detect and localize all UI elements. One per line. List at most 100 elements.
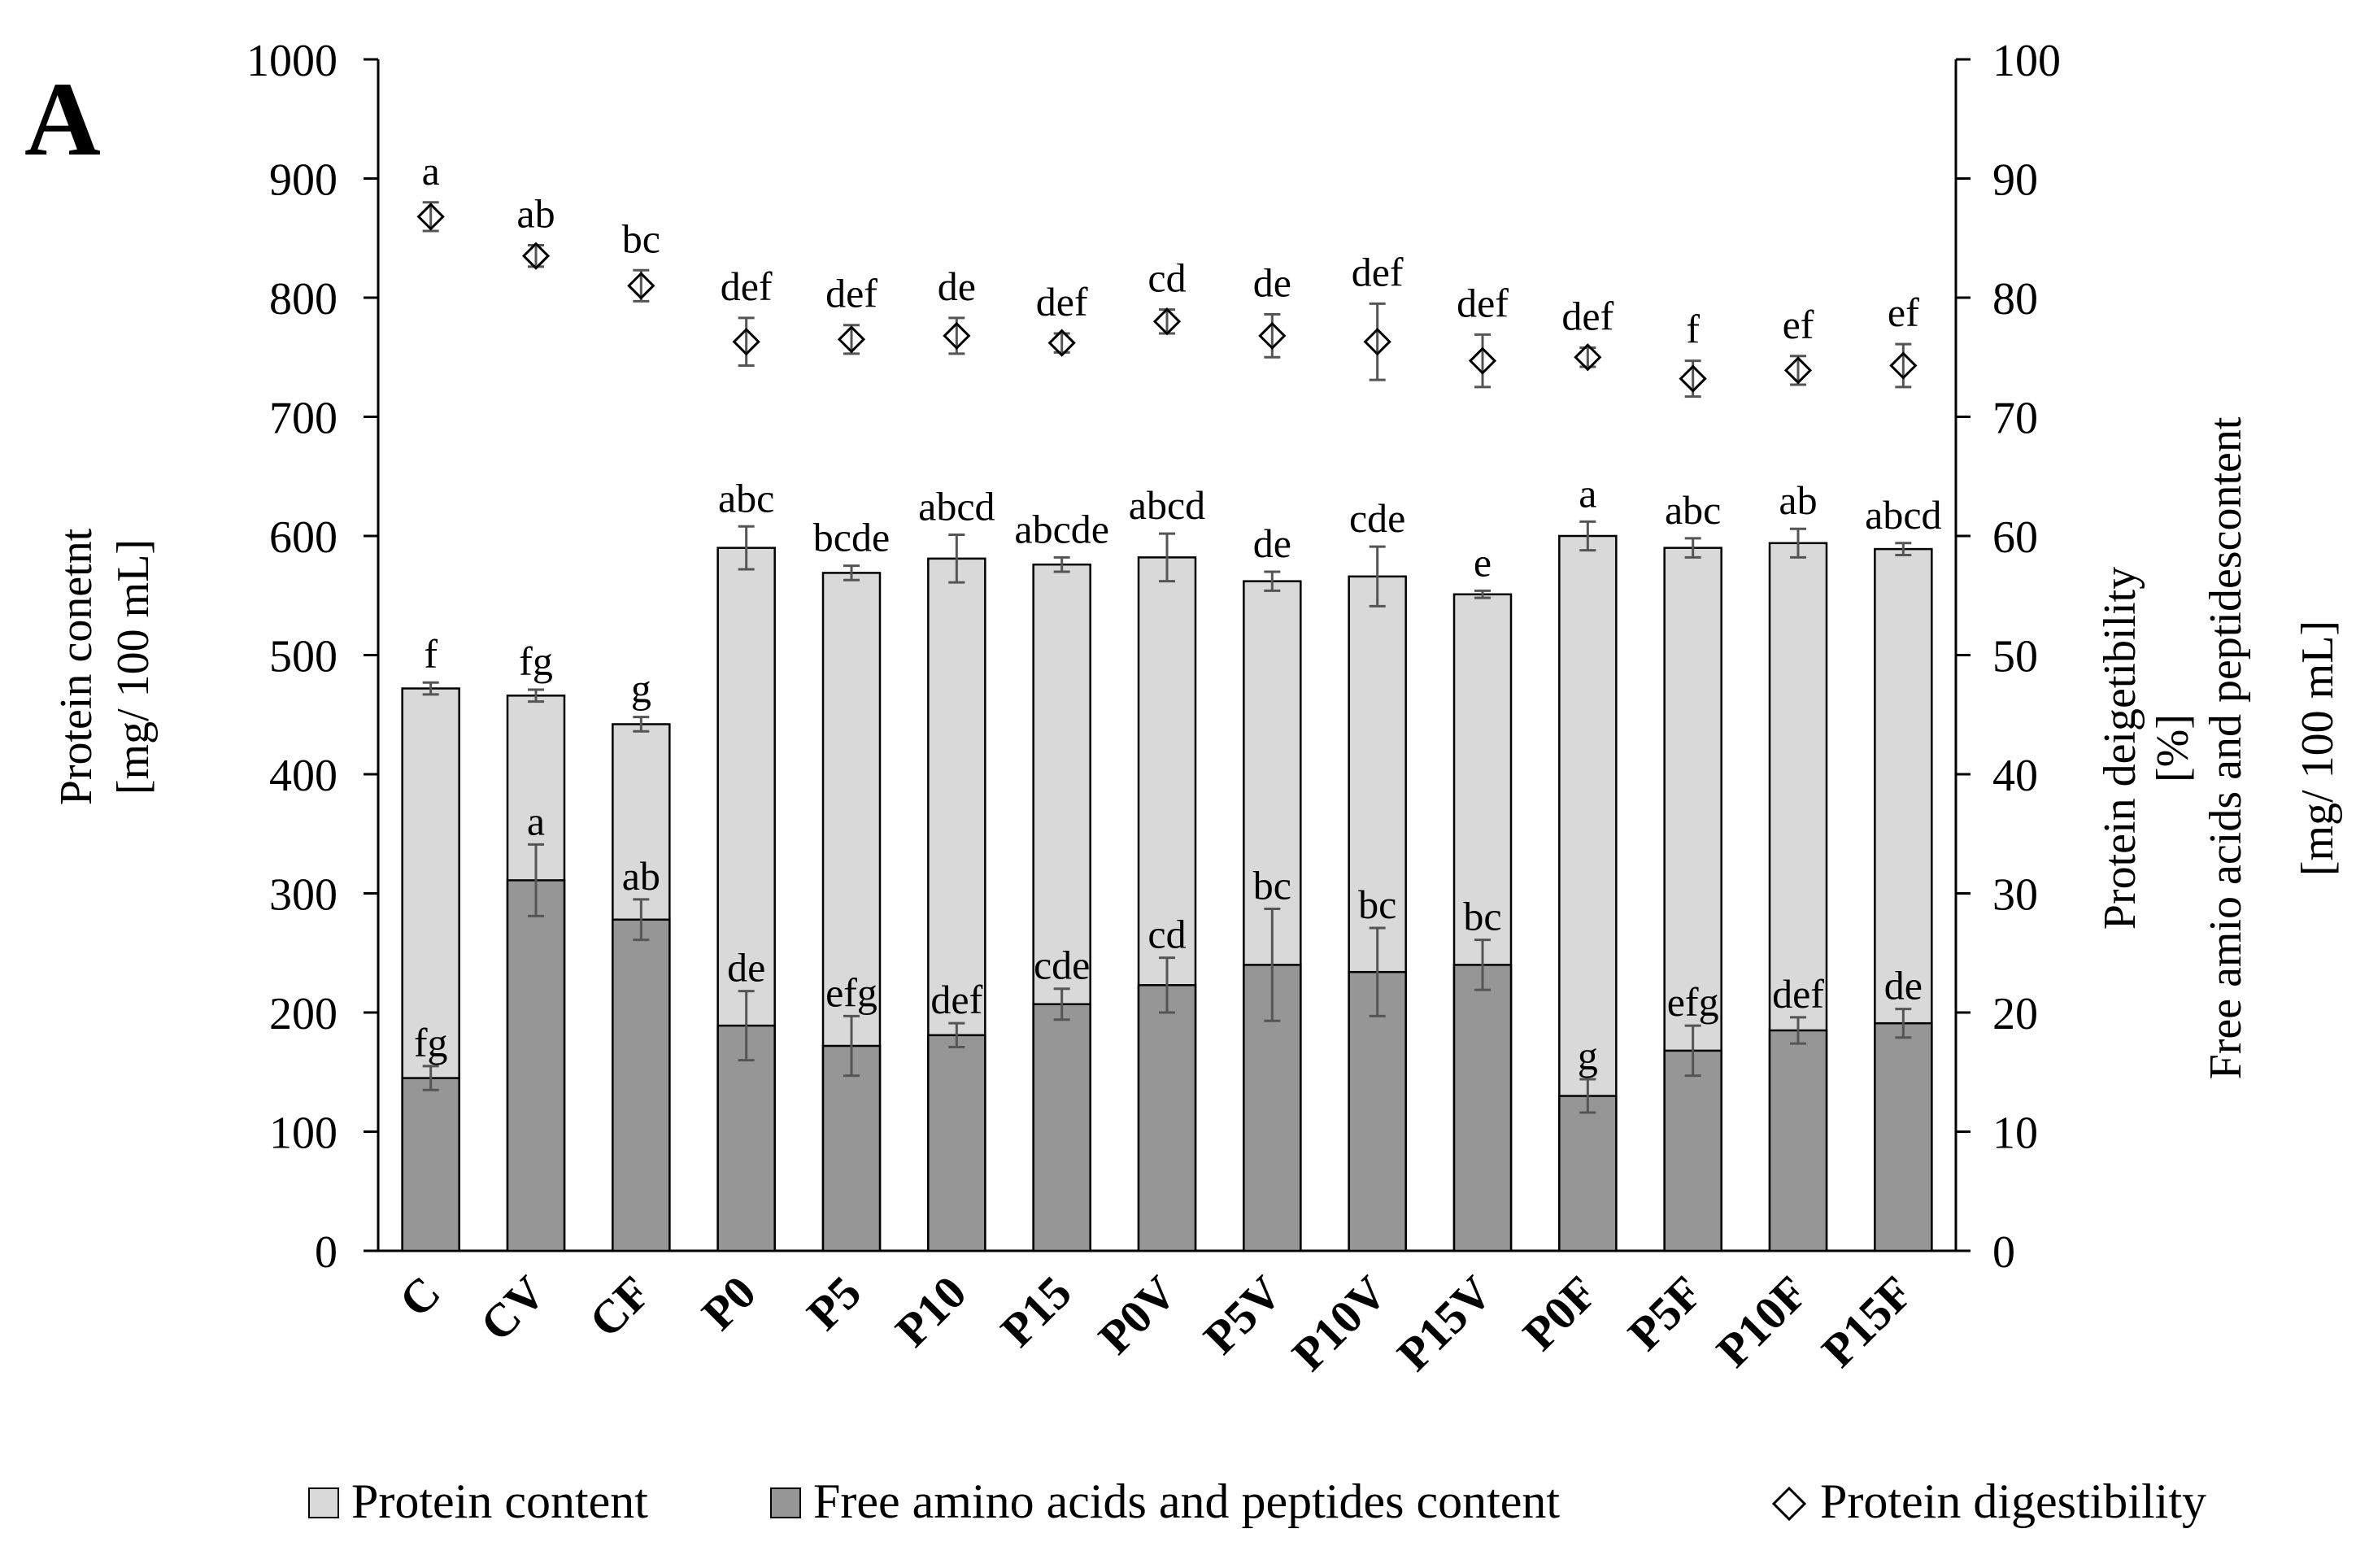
digestibility-letter: f bbox=[1686, 307, 1700, 352]
y2-axis-title-line3: Free amio acids and peptidescontent bbox=[2201, 416, 2251, 1079]
digestibility-point bbox=[521, 242, 551, 270]
y2-tick-label: 50 bbox=[1992, 632, 2038, 682]
y2-axis-title-line1: Protein deigetibility bbox=[2095, 567, 2145, 930]
free-amino-letter: fg bbox=[414, 1020, 448, 1065]
digestibility-letter: def bbox=[721, 264, 773, 309]
y2-tick-label: 20 bbox=[1992, 989, 2038, 1039]
protein-content-letter: fg bbox=[519, 638, 553, 684]
x-category-label: P10 bbox=[885, 1265, 976, 1357]
legend-label-digestibility: Protein digestibility bbox=[1820, 1474, 2206, 1528]
digestibility-letter: def bbox=[1457, 280, 1509, 325]
free-amino-bar bbox=[716, 1024, 776, 1252]
free-amino-letter: de bbox=[1884, 963, 1923, 1008]
protein-content-letter: a bbox=[1579, 470, 1596, 516]
digestibility-letter: ef bbox=[1783, 302, 1814, 347]
protein-content-letter: abcde bbox=[1014, 506, 1109, 551]
y-tick-label: 200 bbox=[269, 989, 337, 1039]
x-category-label: P5F bbox=[1618, 1265, 1713, 1361]
digestibility-point bbox=[416, 203, 445, 231]
legend: Protein content Free amino acids and pep… bbox=[308, 1474, 2206, 1528]
digestibility-point bbox=[943, 321, 971, 351]
x-category-label: CF bbox=[579, 1265, 661, 1348]
digestibility-point bbox=[1679, 364, 1707, 393]
protein-content-letter: cde bbox=[1349, 495, 1405, 541]
y2-tick-label: 10 bbox=[1992, 1108, 2038, 1159]
free-amino-bar bbox=[612, 918, 671, 1252]
free-amino-bar bbox=[506, 879, 566, 1252]
free-amino-bar bbox=[1663, 1049, 1722, 1252]
free-amino-letter: efg bbox=[1667, 979, 1719, 1025]
digestibility-point bbox=[1468, 346, 1497, 375]
free-amino-letter: cde bbox=[1034, 943, 1090, 988]
panel-label: A bbox=[24, 61, 101, 178]
legend-marker-digestibility bbox=[1771, 1486, 1807, 1522]
y2-tick-label: 60 bbox=[1992, 512, 2038, 563]
free-amino-letter: cd bbox=[1147, 912, 1186, 957]
free-amino-bar bbox=[1137, 984, 1197, 1252]
digestibility-letter: def bbox=[1352, 249, 1404, 294]
digestibility-letter: a bbox=[422, 148, 440, 194]
free-amino-letter: g bbox=[1578, 1033, 1598, 1078]
digestibility-point bbox=[1363, 328, 1391, 356]
free-amino-bar bbox=[1452, 964, 1513, 1252]
bars: ffgfgagababcdebcdeefgabcddefabcdecdeabcd… bbox=[401, 470, 1942, 1252]
right-axis: 0 10 20 30 40 50 60 70 80 90 100 bbox=[1954, 36, 2061, 1278]
y-tick-label: 700 bbox=[269, 394, 337, 444]
y2-axis-title-line4: [mg/ 100 mL] bbox=[2293, 621, 2343, 876]
y2-tick-label: 70 bbox=[1992, 394, 2038, 444]
x-category-label: CV bbox=[470, 1265, 555, 1351]
protein-content-letter: abc bbox=[718, 475, 774, 520]
protein-content-letter: e bbox=[1474, 539, 1492, 585]
y-axis-title-line2: [mg/ 100 mL] bbox=[108, 539, 159, 795]
digestibility-letter: de bbox=[1253, 260, 1291, 306]
y-tick-label: 900 bbox=[269, 155, 337, 206]
y-tick-label: 0 bbox=[315, 1227, 337, 1278]
free-amino-bar bbox=[927, 1034, 986, 1252]
y-tick-label: 1000 bbox=[246, 36, 337, 86]
x-category-label: P15 bbox=[991, 1265, 1082, 1357]
free-amino-letter: de bbox=[727, 945, 765, 991]
digestibility-points: a ab bc def def de def cd de def def def f ef ef bbox=[416, 148, 1919, 399]
x-category-label: C bbox=[389, 1265, 451, 1327]
free-amino-bar bbox=[1768, 1029, 1828, 1252]
protein-content-letter: abcd bbox=[1865, 492, 1941, 538]
legend-swatch-amino bbox=[770, 1487, 801, 1518]
y2-axis-title-line2: [%] bbox=[2148, 714, 2198, 782]
y2-tick-label: 80 bbox=[1992, 274, 2038, 324]
y2-tick-label: 40 bbox=[1992, 751, 2038, 801]
free-amino-letter: efg bbox=[825, 969, 877, 1015]
digestibility-point bbox=[1047, 329, 1076, 357]
digestibility-point bbox=[1889, 351, 1918, 380]
x-category-label: P5V bbox=[1193, 1265, 1291, 1364]
x-category-label: P0V bbox=[1088, 1265, 1187, 1364]
protein-content-letter: abc bbox=[1665, 487, 1721, 533]
free-amino-bar bbox=[401, 1077, 460, 1252]
digestibility-letter: de bbox=[938, 264, 976, 309]
digestibility-letter: def bbox=[1036, 279, 1088, 324]
y-tick-label: 500 bbox=[269, 632, 337, 682]
free-amino-letter: def bbox=[1772, 971, 1824, 1017]
legend-label-amino: Free amino acids and peptides content bbox=[813, 1474, 1560, 1528]
protein-content-letter: de bbox=[1253, 520, 1291, 566]
digestibility-letter: def bbox=[1561, 294, 1613, 339]
y-tick-label: 600 bbox=[269, 512, 337, 563]
y-tick-label: 400 bbox=[269, 751, 337, 801]
legend-swatch-protein bbox=[308, 1487, 339, 1518]
y2-tick-label: 100 bbox=[1992, 36, 2061, 86]
protein-content-letter: ab bbox=[1779, 477, 1817, 523]
x-category-label: P15F bbox=[1811, 1265, 1923, 1377]
protein-content-letter: bcde bbox=[813, 515, 890, 560]
protein-content-letter: g bbox=[631, 666, 651, 712]
y-tick-label: 100 bbox=[269, 1108, 337, 1159]
y2-tick-label: 90 bbox=[1992, 155, 2038, 206]
digestibility-point bbox=[1574, 343, 1602, 372]
free-amino-bar bbox=[1348, 970, 1407, 1252]
digestibility-point bbox=[1152, 307, 1182, 336]
digestibility-point bbox=[837, 325, 866, 354]
x-category-label: P15V bbox=[1387, 1265, 1503, 1381]
free-amino-letter: def bbox=[930, 977, 982, 1022]
free-amino-letter: bc bbox=[1463, 894, 1501, 939]
y-tick-label: 800 bbox=[269, 274, 337, 324]
